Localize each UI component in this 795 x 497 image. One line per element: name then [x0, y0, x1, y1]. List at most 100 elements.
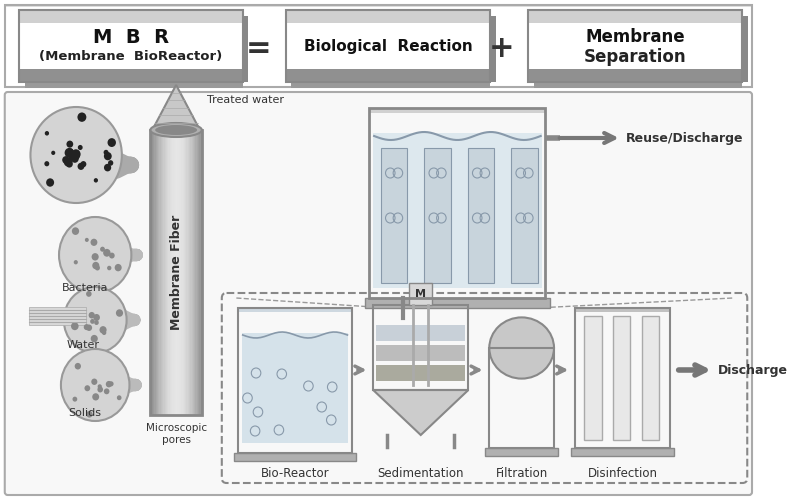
Circle shape [45, 131, 49, 136]
Bar [575, 308, 670, 312]
Bar [5, 5, 752, 7]
Bar [373, 305, 468, 307]
Bar [285, 10, 491, 12]
Bar [19, 10, 242, 12]
Bar [489, 348, 554, 350]
Bar [529, 10, 743, 12]
Bar [489, 348, 554, 350]
Circle shape [109, 252, 114, 258]
Circle shape [86, 411, 92, 417]
Bar [575, 308, 670, 312]
Bar [370, 108, 545, 113]
Bar [575, 308, 670, 312]
Bar [529, 10, 743, 12]
Bar [158, 130, 160, 415]
Bar [194, 130, 196, 415]
Bar [238, 308, 352, 312]
Bar [575, 308, 670, 312]
Bar [575, 308, 670, 312]
Text: Separation: Separation [584, 48, 687, 66]
Bar [198, 130, 200, 415]
Bar [19, 10, 242, 12]
Bar [575, 308, 670, 312]
Bar [489, 348, 554, 350]
Bar [154, 130, 156, 415]
Bar [575, 308, 670, 312]
Circle shape [77, 112, 87, 122]
Bar [373, 305, 468, 307]
Bar [373, 305, 468, 307]
Circle shape [64, 287, 126, 353]
Bar [157, 130, 158, 415]
Bar [285, 10, 491, 12]
Bar [575, 308, 670, 312]
Bar [529, 10, 743, 12]
Bar [575, 308, 670, 312]
Bar [238, 308, 352, 312]
Circle shape [62, 156, 69, 164]
Bar [373, 305, 468, 307]
Circle shape [78, 163, 84, 170]
Bar [529, 10, 743, 12]
Bar [370, 108, 545, 113]
Bar [238, 308, 352, 312]
Bar [190, 130, 192, 415]
Bar [5, 5, 752, 7]
Bar [575, 308, 670, 312]
Bar [370, 108, 545, 113]
Circle shape [84, 385, 90, 391]
Bar [238, 308, 352, 312]
Bar [150, 130, 152, 415]
Bar [575, 308, 670, 312]
Bar [238, 308, 352, 312]
Bar [176, 130, 177, 415]
Bar [575, 308, 670, 312]
Bar [370, 108, 545, 113]
Bar [173, 130, 175, 415]
Bar [370, 108, 545, 113]
Bar [5, 5, 752, 7]
Bar [575, 308, 670, 312]
Bar [370, 108, 545, 113]
Bar [285, 10, 491, 12]
Bar [575, 308, 670, 312]
Bar [489, 348, 554, 350]
Bar [19, 10, 242, 12]
Bar [489, 348, 554, 350]
Bar [575, 308, 670, 312]
Bar [370, 108, 545, 113]
Bar [186, 130, 188, 415]
Bar [489, 348, 554, 448]
Bar [575, 308, 670, 312]
Bar [285, 10, 491, 12]
Bar [19, 10, 242, 12]
Bar [575, 308, 670, 312]
Bar [165, 130, 166, 415]
Bar [489, 348, 554, 350]
Bar [238, 308, 352, 312]
Bar [235, 453, 356, 461]
Bar [285, 10, 491, 12]
Bar [285, 10, 491, 12]
Bar [575, 308, 670, 312]
Bar [511, 148, 538, 283]
Bar [373, 305, 468, 307]
Bar [409, 283, 432, 305]
Bar [184, 130, 185, 415]
Circle shape [114, 264, 122, 271]
Text: Solids: Solids [68, 408, 102, 418]
Bar [373, 305, 468, 307]
Bar [373, 305, 468, 307]
Circle shape [64, 148, 74, 158]
Bar [370, 108, 545, 113]
Bar [19, 10, 242, 12]
Bar [489, 348, 554, 350]
Bar [238, 308, 352, 312]
Circle shape [117, 395, 122, 400]
Bar [489, 348, 554, 350]
Bar [19, 10, 242, 12]
Bar [575, 308, 670, 312]
Bar [162, 130, 163, 415]
Bar [19, 10, 242, 12]
Bar [529, 10, 743, 12]
